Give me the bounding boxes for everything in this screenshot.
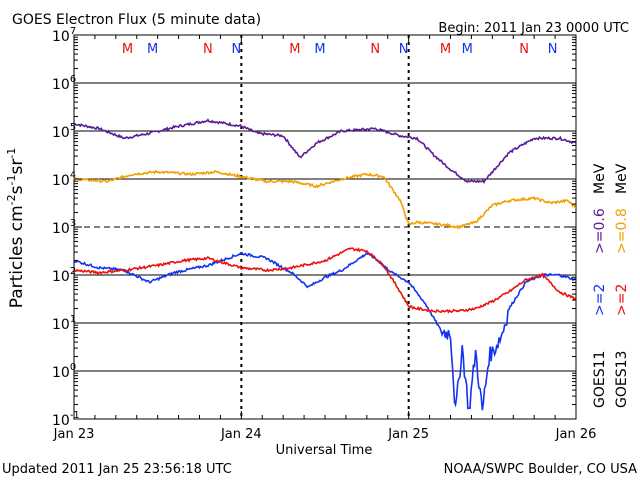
mn-marker: N bbox=[370, 42, 380, 57]
y-tick-label: 103 bbox=[52, 218, 76, 237]
mev-label-1: MeV bbox=[592, 163, 608, 194]
y-tick-label: 106 bbox=[52, 74, 76, 93]
series-layer bbox=[73, 118, 577, 411]
ge2-blue-label: >=2 bbox=[592, 284, 608, 316]
series-line bbox=[73, 252, 577, 411]
grid-lines bbox=[74, 35, 576, 419]
ge2-red-label: >=2 bbox=[614, 284, 630, 316]
y-axis-label: Particles cm-2s-1sr-1 bbox=[5, 148, 27, 309]
mn-marker: M bbox=[462, 42, 473, 57]
x-tick-label: Jan 26 bbox=[555, 427, 597, 442]
ge08-label: >=0.8 bbox=[614, 208, 630, 254]
x-tick-label: Jan 25 bbox=[387, 427, 429, 442]
y-tick-label: 102 bbox=[52, 266, 76, 285]
mn-marker: N bbox=[231, 42, 241, 57]
goes11-label: GOES11 bbox=[592, 351, 608, 408]
mn-marker: N bbox=[203, 42, 213, 57]
x-tick-label: Jan 23 bbox=[53, 427, 95, 442]
y-tick-label: 105 bbox=[52, 122, 76, 141]
mev-label-2: MeV bbox=[614, 163, 630, 194]
mn-marker: N bbox=[548, 42, 558, 57]
updated-timestamp: Updated 2011 Jan 25 23:56:18 UTC bbox=[2, 462, 232, 477]
ge06-label: >=0.6 bbox=[592, 208, 608, 254]
x-axis-label: Universal Time bbox=[276, 443, 373, 458]
series-line bbox=[73, 247, 577, 314]
mn-marker: N bbox=[519, 42, 529, 57]
y-axis-ticks: 10-1 100 101 102 103 104 105 106 107 bbox=[52, 26, 576, 429]
mn-marker: M bbox=[289, 42, 300, 57]
y-tick-label: 100 bbox=[52, 362, 76, 381]
mn-marker: M bbox=[314, 42, 325, 57]
mn-marker: M bbox=[147, 42, 158, 57]
series-line bbox=[73, 169, 577, 230]
mn-marker: N bbox=[399, 42, 409, 57]
begin-date: Begin: 2011 Jan 23 0000 UTC bbox=[438, 21, 629, 36]
y-tick-label: 104 bbox=[52, 170, 76, 189]
x-tick-label: Jan 24 bbox=[220, 427, 262, 442]
y-tick-label: 107 bbox=[52, 26, 76, 45]
y-tick-label: 10-1 bbox=[52, 410, 80, 429]
mn-marker: M bbox=[122, 42, 133, 57]
credit-text: NOAA/SWPC Boulder, CO USA bbox=[444, 462, 637, 477]
mn-marker: M bbox=[440, 42, 451, 57]
chart-title: GOES Electron Flux (5 minute data) bbox=[12, 12, 261, 28]
x-axis-ticks: Jan 23 Jan 24 Jan 25 Jan 26 bbox=[53, 35, 597, 442]
y-tick-label: 101 bbox=[52, 314, 76, 333]
goes13-label: GOES13 bbox=[614, 351, 630, 408]
series-line bbox=[73, 118, 577, 184]
